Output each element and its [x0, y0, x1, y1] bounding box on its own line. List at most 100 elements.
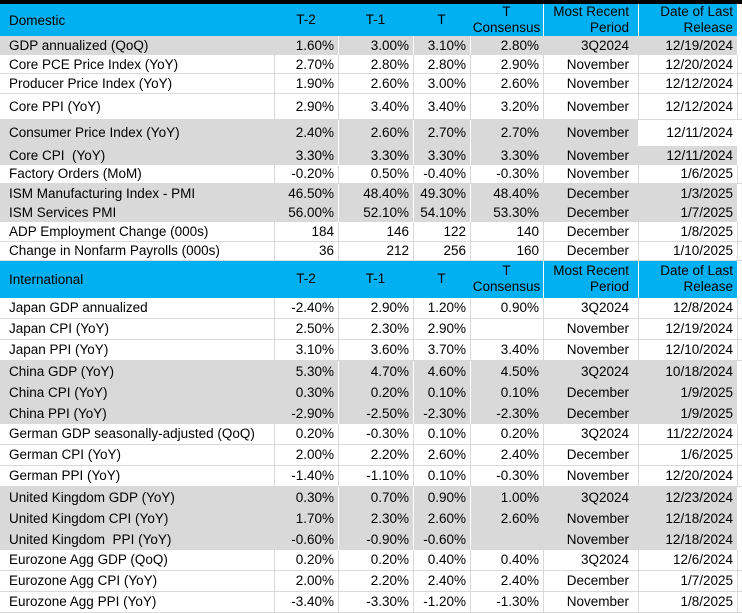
cell-value[interactable]: -3.40% [274, 591, 338, 612]
cell-value[interactable]: 1.90% [274, 74, 338, 93]
cell-value[interactable]: 3.10% [413, 36, 470, 56]
cell-value[interactable]: -0.40% [413, 164, 470, 183]
cell-period[interactable]: November [543, 339, 638, 360]
row-label[interactable]: ADP Employment Change (000s) [0, 222, 274, 241]
cell-date[interactable]: 1/3/2025 [638, 183, 737, 204]
row-label[interactable]: Japan GDP annualized [0, 297, 274, 318]
cell-value[interactable]: -1.10% [338, 465, 413, 486]
cell-value[interactable]: 52.10% [338, 203, 413, 223]
cell-value[interactable]: 3.10% [274, 339, 338, 360]
cell-value[interactable]: 140 [470, 222, 543, 241]
cell-value[interactable]: -1.20% [413, 591, 470, 612]
cell-value[interactable]: 2.20% [338, 570, 413, 591]
cell-date[interactable]: 12/19/2024 [638, 36, 737, 56]
cell-value[interactable]: 2.60% [470, 507, 543, 529]
cell-value[interactable]: 0.10% [413, 423, 470, 444]
cell-period[interactable]: 3Q2024 [543, 486, 638, 508]
cell-value[interactable]: 3.30% [413, 145, 470, 165]
cell-period[interactable]: November [543, 507, 638, 529]
cell-period[interactable]: November [543, 164, 638, 183]
cell-date[interactable]: 12/11/2024 [638, 119, 737, 146]
section-title[interactable]: International [0, 260, 274, 298]
cell-value[interactable]: 146 [338, 222, 413, 241]
column-header[interactable]: T-1 [338, 260, 413, 298]
cell-value[interactable]: 2.60% [338, 74, 413, 93]
cell-value[interactable]: 4.50% [470, 360, 543, 382]
cell-date[interactable]: 1/9/2025 [638, 381, 737, 403]
cell-period[interactable]: November [543, 465, 638, 486]
cell-value[interactable]: 3.70% [413, 339, 470, 360]
cell-value[interactable]: -2.50% [338, 402, 413, 424]
cell-period[interactable]: December [543, 203, 638, 223]
cell-value[interactable]: 212 [338, 241, 413, 260]
row-label[interactable]: Producer Price Index (YoY) [0, 74, 274, 93]
cell-period[interactable]: November [543, 119, 638, 146]
cell-value[interactable]: -0.30% [338, 423, 413, 444]
cell-value[interactable]: -0.30% [470, 465, 543, 486]
cell-value[interactable]: 4.60% [413, 360, 470, 382]
cell-value[interactable]: 3.00% [413, 74, 470, 93]
row-label[interactable]: Change in Nonfarm Payrolls (000s) [0, 241, 274, 260]
row-label[interactable]: ISM Services PMI [0, 203, 274, 223]
cell-date[interactable]: 12/11/2024 [638, 145, 737, 165]
cell-value[interactable]: 2.20% [338, 444, 413, 465]
cell-period[interactable]: December [543, 402, 638, 424]
cell-value[interactable]: 3.40% [413, 93, 470, 119]
cell-date[interactable]: 1/7/2025 [638, 570, 737, 591]
cell-date[interactable]: 12/8/2024 [638, 297, 737, 318]
cell-value[interactable]: 56.00% [274, 203, 338, 223]
cell-date[interactable]: 1/9/2025 [638, 402, 737, 424]
cell-date[interactable]: 1/10/2025 [638, 241, 737, 260]
cell-value[interactable]: 2.70% [274, 55, 338, 74]
cell-value[interactable]: 2.40% [470, 444, 543, 465]
cell-value[interactable]: 0.90% [413, 486, 470, 508]
row-label[interactable]: United Kingdom GDP (YoY) [0, 486, 274, 508]
column-header[interactable]: T-1 [338, 4, 413, 36]
cell-date[interactable]: 12/6/2024 [638, 549, 737, 570]
cell-value[interactable]: 2.30% [338, 318, 413, 339]
cell-value[interactable]: 3.20% [470, 93, 543, 119]
cell-value[interactable]: 256 [413, 241, 470, 260]
section-title[interactable]: Domestic [0, 4, 274, 36]
cell-value[interactable]: 1.20% [413, 297, 470, 318]
cell-period[interactable]: December [543, 241, 638, 260]
cell-value[interactable]: 0.10% [413, 465, 470, 486]
cell-value[interactable]: 2.40% [470, 570, 543, 591]
cell-date[interactable]: 11/22/2024 [638, 423, 737, 444]
cell-value[interactable]: 160 [470, 241, 543, 260]
cell-value[interactable]: 2.00% [274, 570, 338, 591]
column-header[interactable]: Date of Last Release [638, 4, 737, 36]
cell-value[interactable]: 1.60% [274, 36, 338, 56]
cell-date[interactable]: 12/10/2024 [638, 339, 737, 360]
row-label[interactable]: Core CPI (YoY) [0, 145, 274, 165]
cell-value[interactable]: 2.50% [274, 318, 338, 339]
cell-period[interactable]: 3Q2024 [543, 36, 638, 56]
cell-period[interactable]: November [543, 528, 638, 550]
cell-value[interactable]: 2.30% [338, 507, 413, 529]
cell-date[interactable]: 1/8/2025 [638, 222, 737, 241]
cell-date[interactable]: 12/23/2024 [638, 486, 737, 508]
cell-value[interactable]: 2.60% [338, 119, 413, 146]
cell-period[interactable]: November [543, 55, 638, 74]
cell-value[interactable]: 46.50% [274, 183, 338, 204]
cell-value[interactable]: 0.20% [470, 423, 543, 444]
cell-period[interactable]: December [543, 183, 638, 204]
cell-value[interactable]: 2.40% [413, 570, 470, 591]
cell-value[interactable]: 3.30% [338, 145, 413, 165]
cell-value[interactable]: 2.90% [413, 318, 470, 339]
cell-value[interactable]: 53.30% [470, 203, 543, 223]
cell-date[interactable]: 12/18/2024 [638, 507, 737, 529]
cell-value[interactable]: 2.70% [413, 119, 470, 146]
cell-value[interactable] [470, 528, 543, 550]
cell-value[interactable]: 0.30% [274, 486, 338, 508]
cell-period[interactable]: December [543, 444, 638, 465]
cell-value[interactable]: 2.80% [470, 36, 543, 56]
row-label[interactable]: Consumer Price Index (YoY) [0, 119, 274, 146]
column-header[interactable]: Most Recent Period [543, 260, 638, 298]
cell-value[interactable]: 0.20% [274, 423, 338, 444]
cell-value[interactable]: 0.50% [338, 164, 413, 183]
cell-value[interactable]: 0.40% [413, 549, 470, 570]
column-header[interactable]: Date of Last Release [638, 260, 737, 298]
row-label[interactable]: German PPI (YoY) [0, 465, 274, 486]
column-header[interactable]: T-2 [274, 4, 338, 36]
